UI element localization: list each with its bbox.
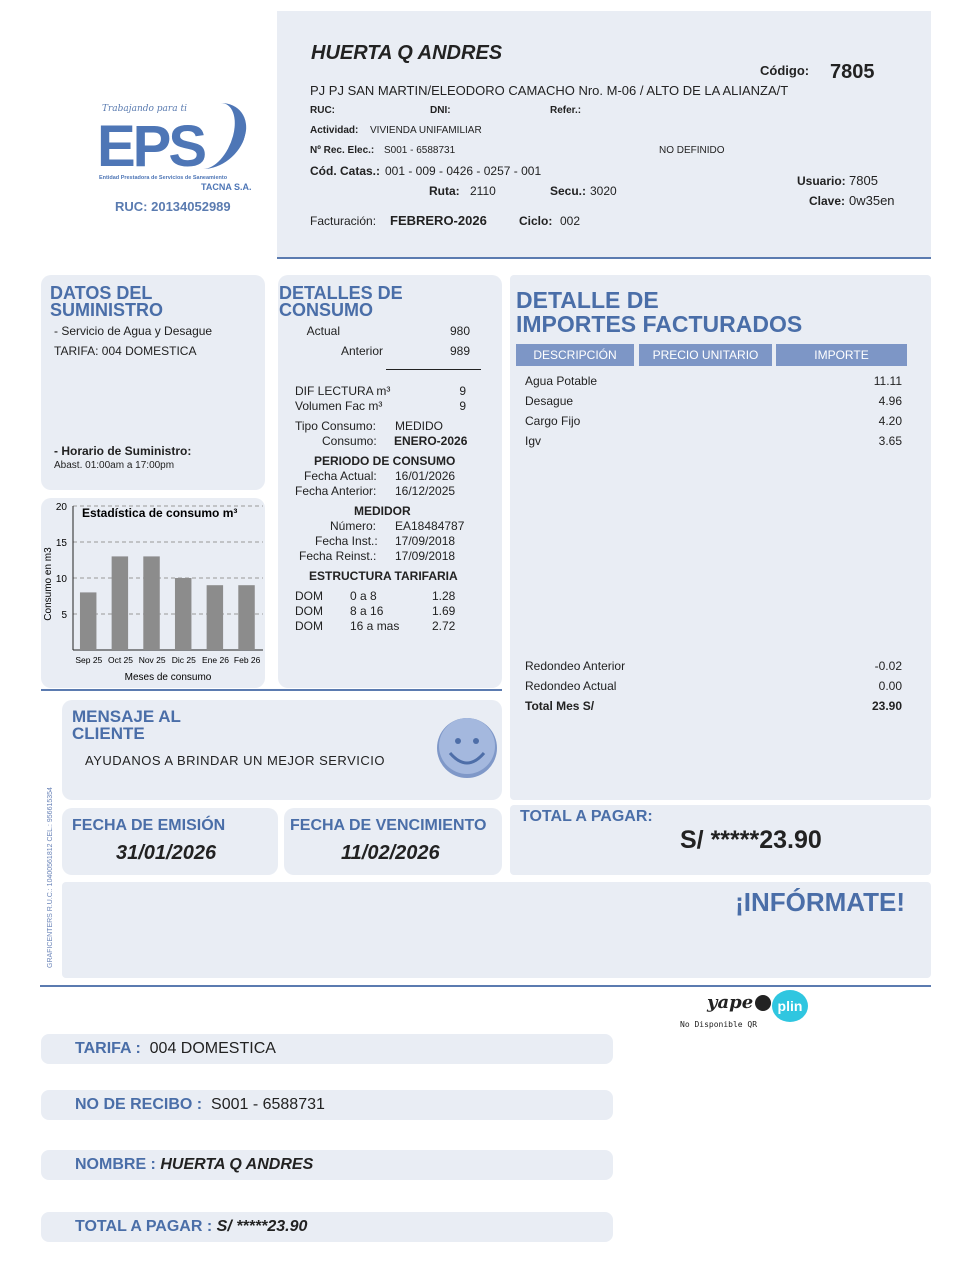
- footer-total: TOTAL A PAGAR : S/ *****23.90: [41, 1212, 613, 1242]
- divider: [386, 369, 481, 370]
- consumo-fr-label: Fecha Reinst.:: [299, 549, 377, 563]
- consumo-cons-label: Consumo:: [322, 434, 377, 448]
- chart-title: Estadística de consumo m³: [82, 506, 237, 520]
- consumo-medidor-title: MEDIDOR: [354, 504, 411, 518]
- plin-logo: plin: [772, 990, 808, 1022]
- y-tick-label: 10: [56, 574, 68, 585]
- customer-name: HUERTA Q ANDRES: [311, 42, 503, 64]
- bar: [111, 556, 129, 650]
- col-importe: IMPORTE: [776, 344, 907, 366]
- y-tick-label: 5: [61, 610, 67, 621]
- tarifa-r: 8 a 16: [350, 604, 384, 618]
- consumption-chart: 5 10 15 20 Sep 25 Oct 25 Nov 25 Dic 25 Ene 26 Feb…: [43, 502, 263, 683]
- consumo-actual-label: Actual: [306, 324, 340, 338]
- issue-date-panel: [62, 808, 278, 875]
- importe-desc: Igv: [525, 434, 542, 448]
- bar: [174, 578, 192, 650]
- x-tick-label: Sep 25: [75, 655, 102, 665]
- bar: [238, 585, 255, 650]
- consumo-num: EA18484787: [395, 519, 465, 533]
- due-date-panel: [284, 808, 502, 875]
- bar: [79, 592, 97, 650]
- total-panel: [510, 805, 931, 875]
- importe-desc: Agua Potable: [525, 374, 598, 388]
- bar: [143, 556, 160, 650]
- y-tick-label: 20: [56, 502, 68, 513]
- tarifa-c: DOM: [295, 589, 323, 603]
- consumo-anterior-label: Anterior: [340, 344, 383, 358]
- customer-header: [277, 11, 931, 258]
- tarifa-v: 2.72: [432, 619, 456, 633]
- consumo-fan: 16/12/2025: [395, 484, 456, 498]
- consumo-anterior: 989: [449, 344, 470, 358]
- smiley-icon: [437, 718, 497, 778]
- consumo-vol-label: Volumen Fac m³: [295, 399, 383, 413]
- footer-tarifa: TARIFA : 004 DOMESTICA: [41, 1034, 613, 1064]
- importe-desc: Desague: [525, 394, 574, 408]
- importe-desc: Cargo Fijo: [525, 414, 581, 428]
- footer-nombre: NOMBRE : HUERTA Q ANDRES: [41, 1150, 613, 1180]
- consumo-num-label: Número:: [330, 519, 377, 533]
- customer-message-panel: [62, 700, 502, 800]
- consumo-actual: 980: [449, 324, 470, 338]
- col-precio-unitario: PRECIO UNITARIO: [639, 344, 772, 366]
- consumo-tipo-label: Tipo Consumo:: [295, 419, 376, 433]
- footer-recibo: NO DE RECIBO : S001 - 6588731: [41, 1090, 613, 1120]
- tarifa-c: DOM: [295, 604, 323, 618]
- issue-date: 31/01/2026: [116, 842, 217, 864]
- consumo-fi-label: Fecha Inst.:: [315, 534, 378, 548]
- y-axis-label: Consumo en m3: [43, 547, 54, 621]
- tarifa-r: 0 a 8: [350, 589, 377, 603]
- consumo-cons: ENERO-2026: [394, 434, 468, 448]
- consumo-fr: 17/09/2018: [395, 549, 456, 563]
- total-amount: S/ *****23.90: [680, 826, 822, 854]
- tarifa-r: 16 a mas: [350, 619, 400, 633]
- yape-logo: yape: [707, 992, 772, 1013]
- importe-value: 4.96: [878, 394, 902, 408]
- consumo-fa: 16/01/2026: [395, 469, 456, 483]
- consumo-fi: 17/09/2018: [395, 534, 456, 548]
- consumo-dif: 9: [459, 384, 466, 398]
- consumo-fan-label: Fecha Anterior:: [295, 484, 377, 498]
- importe-value: 4.20: [878, 414, 902, 428]
- tarifa-v: 1.28: [432, 589, 456, 603]
- bar: [206, 585, 224, 650]
- importe-value: 3.65: [878, 434, 902, 448]
- importe-value: 11.11: [873, 374, 902, 388]
- tarifa-c: DOM: [295, 619, 323, 633]
- y-tick-label: 15: [56, 538, 68, 549]
- consumo-vol: 9: [459, 399, 466, 413]
- consumo-tipo: MEDIDO: [395, 419, 443, 433]
- consumo-dif-label: DIF LECTURA m³: [295, 384, 391, 398]
- eps-logo: Trabajando para ti EPS Entidad Prestador…: [95, 95, 260, 220]
- x-tick-label: Oct 25: [108, 655, 133, 665]
- codigo: 7805: [830, 61, 875, 83]
- x-tick-label: Feb 26: [234, 655, 261, 665]
- due-date: 11/02/2026: [341, 842, 440, 864]
- consumo-periodo-title: PERIODO DE CONSUMO: [314, 454, 456, 468]
- consumo-estructura-title: ESTRUCTURA TARIFARIA: [309, 569, 458, 583]
- x-tick-label: Ene 26: [202, 655, 229, 665]
- x-tick-label: Dic 25: [172, 655, 196, 665]
- col-descripcion: DESCRIPCIÓN: [516, 344, 634, 366]
- x-axis-label: Meses de consumo: [125, 672, 212, 683]
- informate-panel: [62, 882, 931, 978]
- consumo-fa-label: Fecha Actual:: [304, 469, 377, 483]
- supply-data-panel: [41, 275, 265, 490]
- tarifa-v: 1.69: [432, 604, 456, 618]
- consumption-details-panel: [278, 275, 502, 688]
- x-tick-label: Nov 25: [139, 655, 166, 665]
